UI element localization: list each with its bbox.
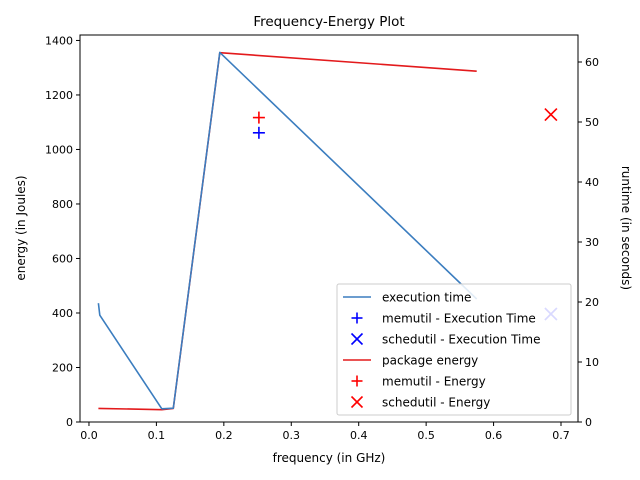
chart-title: Frequency-Energy Plot — [253, 14, 404, 30]
legend-memutil-execution-time-label: memutil - Execution Time — [382, 312, 536, 326]
y-right-tick-label: 0 — [585, 416, 592, 429]
series-memutil-execution-time-marker — [252, 126, 265, 139]
legend-package-energy-label: package energy — [382, 354, 478, 368]
y-left-tick-label: 1200 — [45, 89, 73, 102]
plot-frame — [79, 34, 579, 423]
y-left-tick-label: 0 — [66, 416, 73, 429]
y-left-tick-label: 800 — [52, 198, 73, 211]
y-right-tick-label: 50 — [585, 116, 599, 129]
legend-schedutil-execution-time-swatch-d2 — [350, 332, 364, 346]
legend-schedutil-execution-time-swatch — [350, 332, 364, 346]
legend-schedutil-execution-time-label: schedutil - Execution Time — [382, 333, 540, 347]
legend-schedutil-energy-label: schedutil - Energy — [382, 396, 490, 410]
y-left-tick-label: 600 — [52, 252, 73, 265]
x-tick-label: 0.2 — [215, 429, 233, 442]
series-execution-time-line — [97, 51, 478, 410]
x-axis: 0.0 0.1 0.2 0.3 0.4 0.5 0.6 0.7 — [80, 422, 570, 442]
y-axis-right-label: runtime (in seconds) — [619, 166, 633, 290]
x-tick-label: 0.6 — [485, 429, 503, 442]
legend-execution-time-label: execution time — [382, 291, 471, 305]
legend-memutil-execution-time-swatch — [351, 312, 363, 324]
y-right-tick-label: 10 — [585, 356, 599, 369]
legend-memutil-energy-swatch — [351, 375, 363, 387]
y-right-tick-label: 20 — [585, 296, 599, 309]
series-memutil-energy-marker — [252, 111, 265, 124]
x-tick-label: 0.5 — [417, 429, 435, 442]
legend-schedutil-energy-swatch-d2 — [350, 395, 364, 409]
y-left-tick-label: 200 — [52, 361, 73, 374]
x-tick-label: 0.4 — [350, 429, 368, 442]
y-left-tick-label: 1400 — [45, 34, 73, 47]
y-left-tick-label: 400 — [52, 307, 73, 320]
x-tick-label: 0.7 — [552, 429, 570, 442]
x-axis-label: frequency (in GHz) — [273, 451, 386, 465]
legend-box — [336, 283, 572, 416]
legend-schedutil-energy-swatch — [350, 395, 364, 409]
legend-memutil-energy-label: memutil - Energy — [382, 375, 486, 389]
x-tick-label: 0.3 — [283, 429, 301, 442]
y-axis-left: 0 200 400 600 800 1000 1200 1400 — [45, 34, 80, 429]
y-left-tick-label: 1000 — [45, 143, 73, 156]
x-tick-label: 0.1 — [148, 429, 166, 442]
y-axis-right: 0 10 20 30 40 50 60 — [578, 56, 599, 429]
series-schedutil-energy-marker — [544, 108, 558, 122]
y-right-tick-label: 30 — [585, 236, 599, 249]
series-schedutil-energy-marker-d2 — [544, 108, 558, 122]
y-axis-left-label: energy (in Joules) — [14, 175, 28, 280]
x-tick-label: 0.0 — [80, 429, 98, 442]
y-right-tick-label: 40 — [585, 176, 599, 189]
legend: execution time memutil - Execution Time sc… — [336, 283, 572, 416]
y-right-tick-label: 60 — [585, 56, 599, 69]
